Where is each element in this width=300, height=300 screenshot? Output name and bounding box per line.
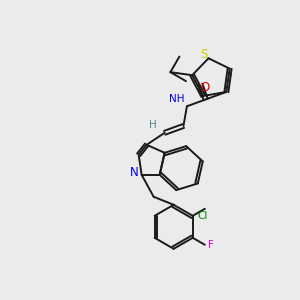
Text: NH: NH [169,94,185,104]
Text: S: S [200,48,207,61]
Text: Cl: Cl [198,211,208,221]
Text: N: N [130,166,139,179]
Text: O: O [201,81,210,94]
Text: F: F [208,240,214,250]
Text: H: H [149,120,157,130]
